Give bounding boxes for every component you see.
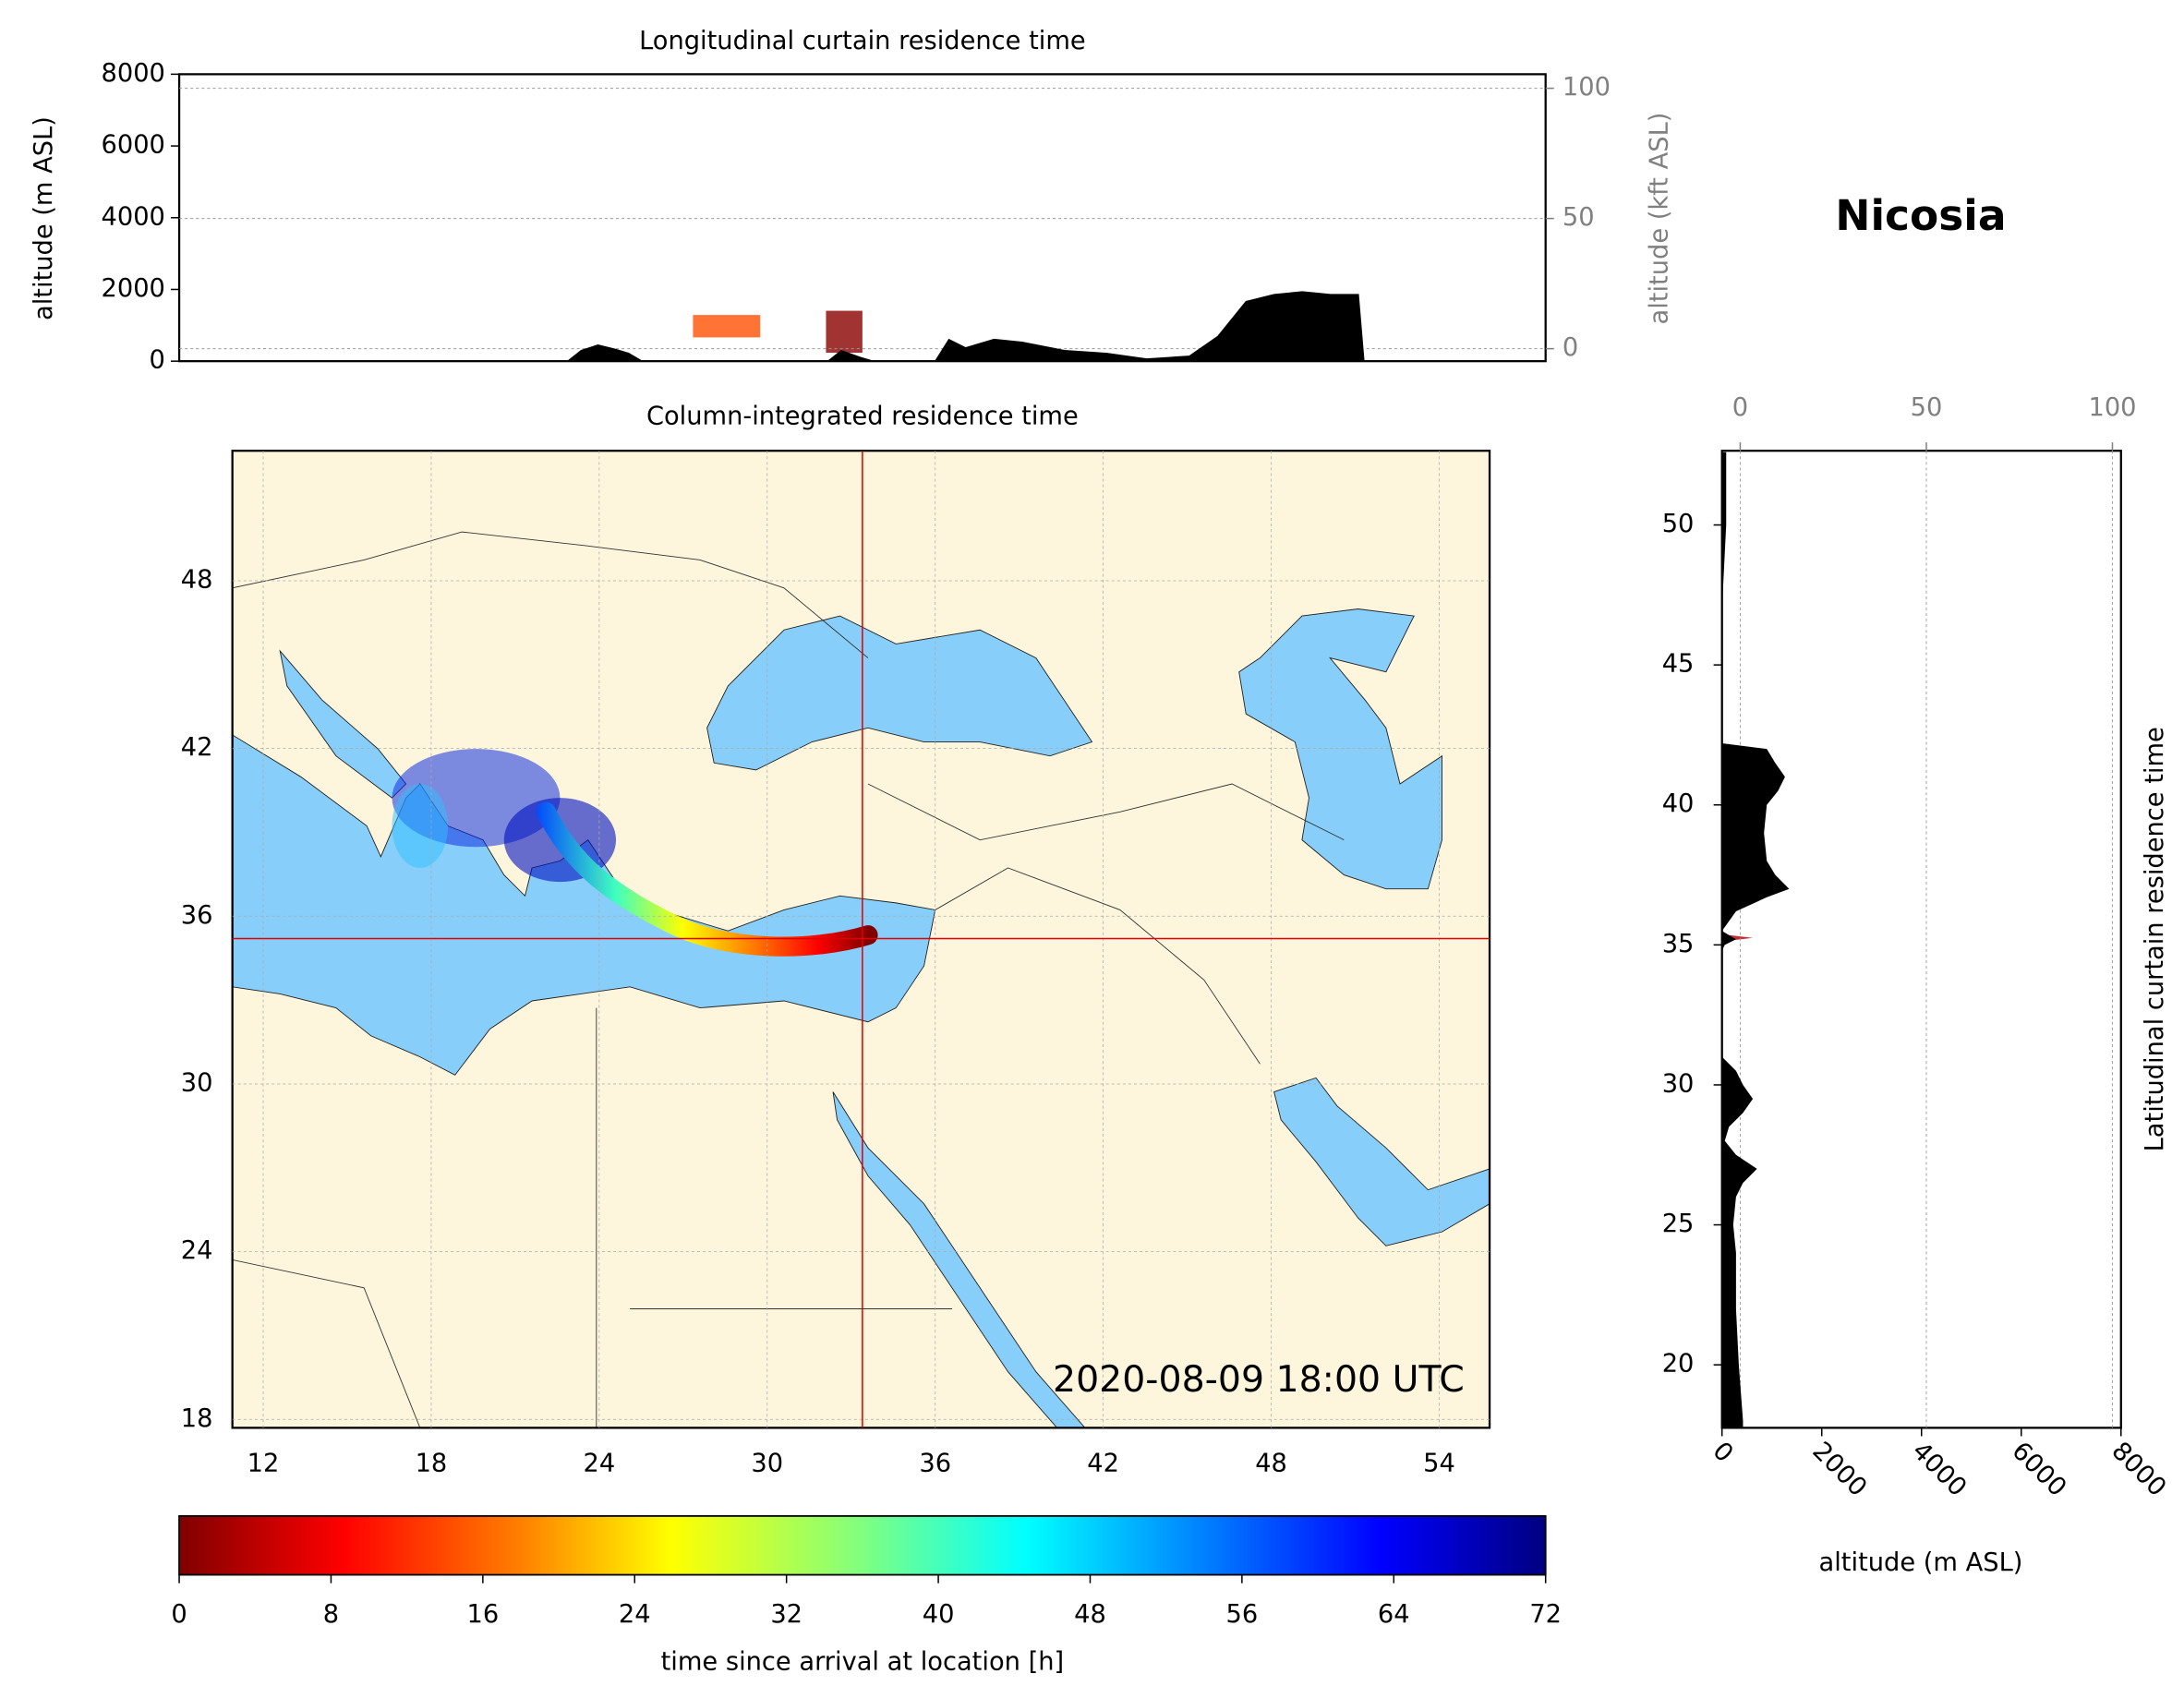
y-tick-label: 0	[150, 346, 165, 375]
x-tick-label: 48	[1255, 1449, 1287, 1477]
right-title: Latitudinal curtain residence time	[2141, 727, 2169, 1151]
location-heading: Nicosia	[1835, 191, 2006, 240]
colorbar-tick-label: 24	[619, 1600, 651, 1629]
terrain-area	[566, 291, 1365, 362]
red-sea	[832, 1091, 1086, 1428]
persian-gulf	[1273, 1077, 1490, 1246]
x-tick-label: 2000	[1806, 1437, 1872, 1502]
x-tick-label: 4000	[1906, 1437, 1972, 1502]
y2-tick-label: 50	[1563, 203, 1595, 232]
annotation: 2020-08-09 18:00 UTC	[1053, 1358, 1465, 1401]
x2-tick-label: 50	[1911, 393, 1943, 422]
colorbar-tick-label: 8	[323, 1600, 339, 1629]
caspian	[1238, 608, 1442, 890]
y-tick-label: 30	[181, 1068, 213, 1097]
terrain-area	[1721, 452, 1790, 1428]
y-tick-label: 25	[1662, 1210, 1695, 1238]
y-tick-label: 6000	[102, 131, 165, 160]
colorbar-label: time since arrival at location [h]	[661, 1648, 1065, 1677]
y-tick-label: 40	[1662, 789, 1695, 818]
x-tick-label: 12	[247, 1449, 280, 1477]
y-tick-label: 30	[1662, 1069, 1695, 1098]
x-tick-label: 30	[751, 1449, 783, 1477]
colorbar-tick-label: 0	[171, 1600, 187, 1629]
y-tick-label: 24	[181, 1236, 213, 1265]
y-tick-label: 2000	[102, 274, 165, 303]
y-tick-label: 36	[181, 901, 213, 930]
x-tick-label: 24	[584, 1449, 616, 1477]
x2-tick-label: 0	[1732, 393, 1748, 422]
y-tick-label: 18	[181, 1404, 213, 1433]
y2-tick-label: 100	[1563, 73, 1611, 102]
y-tick-label: 45	[1662, 650, 1695, 679]
plume-patch	[693, 315, 761, 338]
x-tick-label: 36	[919, 1449, 951, 1477]
right-xlabel: altitude (m ASL)	[1819, 1548, 2023, 1577]
top-title: Longitudinal curtain residence time	[639, 27, 1086, 55]
colorbar-tick-label: 16	[467, 1600, 500, 1629]
black-sea	[706, 615, 1093, 771]
x-tick-label: 0	[1707, 1437, 1738, 1468]
top-y2label: altitude (kft ASL)	[1646, 113, 1674, 325]
colorbar-tick-label: 32	[770, 1600, 802, 1629]
x2-tick-label: 100	[2088, 393, 2136, 422]
y2-tick-label: 0	[1563, 333, 1578, 362]
x-tick-label: 54	[1423, 1449, 1455, 1477]
map-layer	[232, 451, 1490, 1428]
colorbar-tick-label: 40	[923, 1600, 955, 1629]
right-frame	[1720, 450, 2122, 1429]
colorbar-tick-label: 72	[1529, 1600, 1562, 1629]
y-tick-label: 42	[181, 733, 213, 762]
y-tick-label: 8000	[102, 59, 165, 88]
borders	[232, 531, 1345, 1428]
y-tick-label: 4000	[102, 202, 165, 231]
x-tick-label: 6000	[2006, 1437, 2071, 1502]
y-tick-label: 48	[181, 565, 213, 594]
y-tick-label: 50	[1662, 510, 1695, 538]
colorbar-tick-label: 64	[1378, 1600, 1410, 1629]
x-tick-label: 18	[416, 1449, 448, 1477]
plume	[392, 749, 878, 957]
colorbar-tick-label: 56	[1226, 1600, 1259, 1629]
map-title: Column-integrated residence time	[646, 402, 1079, 430]
x-tick-label: 8000	[2106, 1437, 2171, 1502]
colorbar-tick-label: 48	[1074, 1600, 1106, 1629]
y-tick-label: 20	[1662, 1350, 1695, 1379]
y-tick-label: 35	[1662, 930, 1695, 958]
plume-patch	[826, 310, 863, 354]
colorbar	[178, 1514, 1547, 1576]
x-tick-label: 42	[1087, 1449, 1119, 1477]
top-ylabel: altitude (m ASL)	[30, 116, 58, 320]
